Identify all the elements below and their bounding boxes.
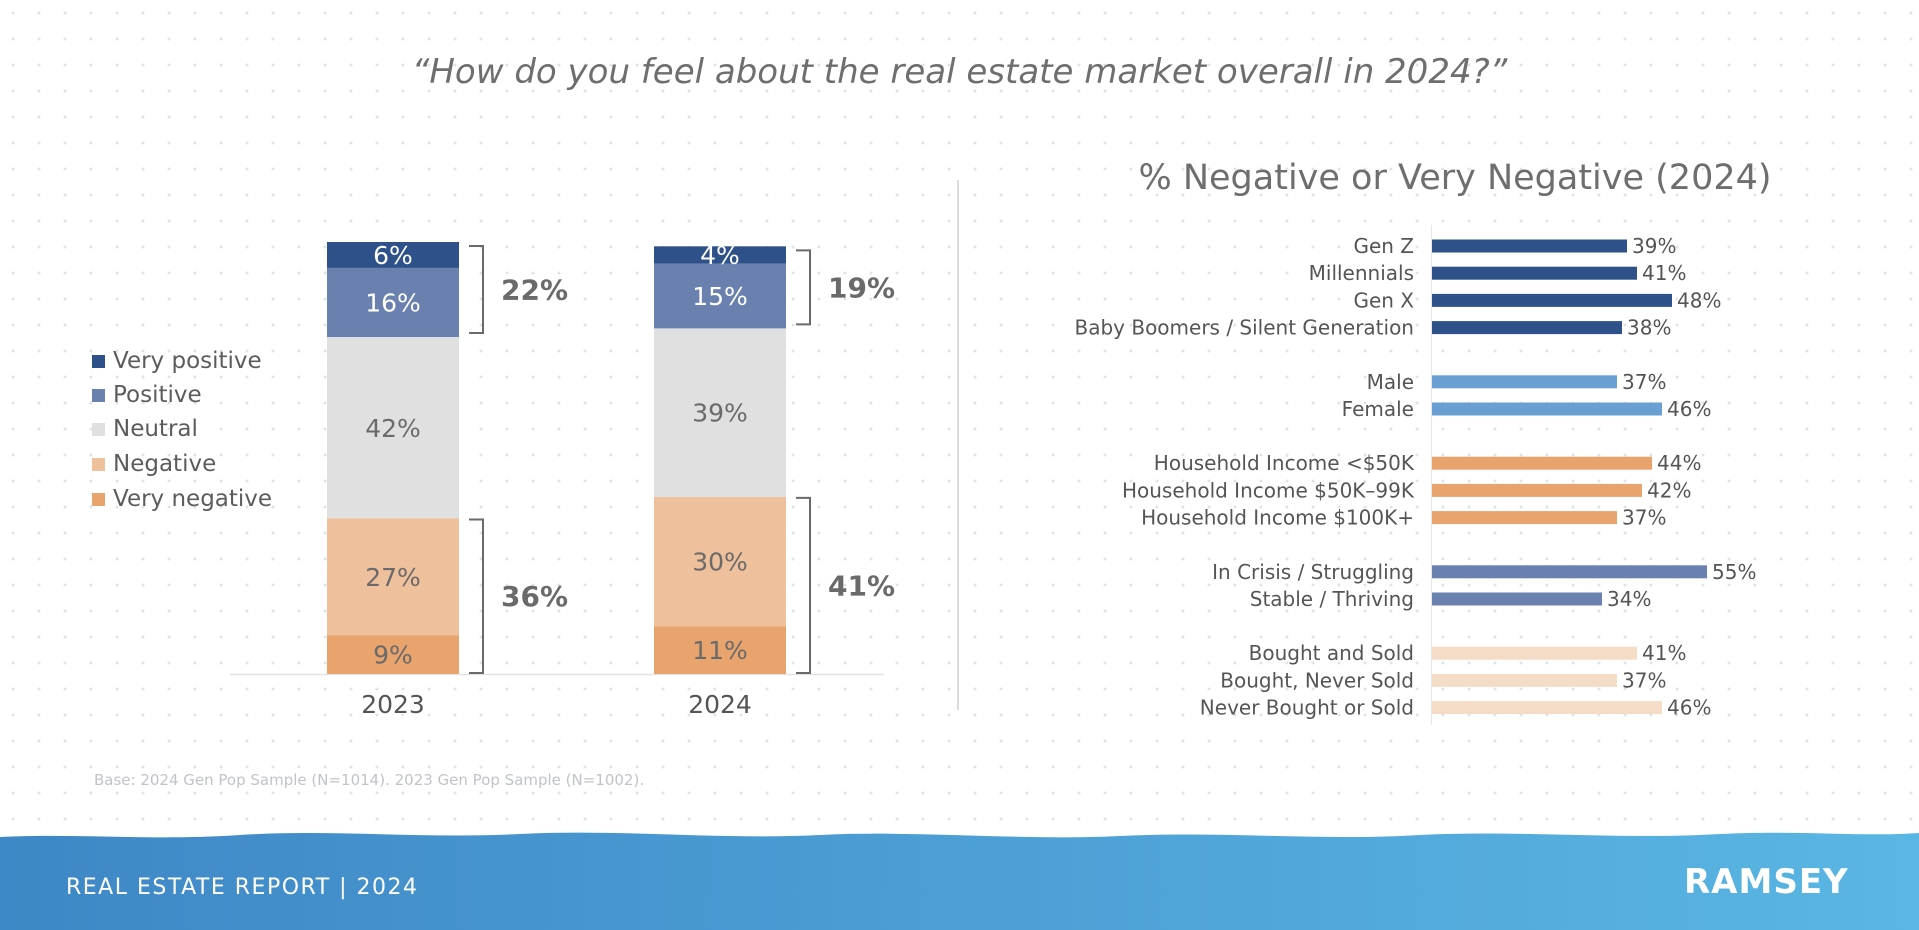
bar-household-income-100k bbox=[1432, 511, 1617, 525]
horizontal-bar-chart: Gen Z 39% Millennials 41% Gen X 48% Baby Boome… bbox=[1074, 225, 1756, 725]
positive-2024-bracket bbox=[796, 249, 811, 326]
category-label-stable-thriving: Stable / Thriving bbox=[1250, 587, 1414, 611]
bar-neutral-2024 bbox=[654, 328, 786, 497]
value-label-baby-boomers-silent-generation: 38% bbox=[1627, 316, 1671, 340]
bar-bought-and-sold bbox=[1432, 646, 1637, 660]
value-label-millennials: 41% bbox=[1642, 261, 1686, 285]
positive-2024-total: 19% bbox=[828, 271, 895, 304]
right-chart-title: % Negative or Very Negative (2024) bbox=[1138, 158, 1772, 198]
bar-female bbox=[1432, 402, 1662, 416]
legend-label-very-positive: Very positive bbox=[113, 348, 262, 374]
footer-wave-shape bbox=[0, 832, 1919, 930]
value-label-male: 37% bbox=[1622, 370, 1666, 394]
bar-gen-x bbox=[1432, 293, 1672, 307]
bar-very-negative-2024 bbox=[654, 626, 786, 674]
bar-label-negative-2024: 30% bbox=[692, 548, 748, 577]
legend-item-neutral: Neutral bbox=[92, 414, 198, 444]
year-label-2024: 2024 bbox=[688, 690, 752, 719]
value-label-bought-and-sold: 41% bbox=[1642, 641, 1686, 665]
legend-swatch-very-negative bbox=[92, 492, 105, 506]
legend-item-negative: Negative bbox=[92, 449, 216, 479]
bar-very-negative-2023 bbox=[327, 635, 459, 674]
negative-2024-total: 41% bbox=[828, 569, 895, 602]
legend-label-negative: Negative bbox=[113, 451, 217, 477]
footnote: Base: 2024 Gen Pop Sample (N=1014). 2023… bbox=[94, 771, 645, 789]
bar-label-negative-2023: 27% bbox=[365, 563, 421, 592]
negative-2023-bracket bbox=[469, 518, 484, 674]
bar-male bbox=[1432, 375, 1617, 389]
footer-band bbox=[0, 832, 1919, 930]
legend-swatch-neutral bbox=[92, 422, 105, 436]
legend-item-very-positive: Very positive bbox=[92, 346, 262, 376]
value-label-gen-x: 48% bbox=[1677, 288, 1721, 312]
bar-negative-2024 bbox=[654, 496, 786, 627]
legend-label-positive: Positive bbox=[113, 382, 202, 408]
category-label-in-crisis-struggling: In Crisis / Struggling bbox=[1212, 560, 1414, 584]
bar-baby-boomers-silent-generation bbox=[1432, 321, 1622, 335]
bar-household-income-50k bbox=[1432, 456, 1652, 470]
category-label-baby-boomers-silent-generation: Baby Boomers / Silent Generation bbox=[1074, 316, 1414, 340]
bar-very-positive-2024 bbox=[654, 246, 786, 264]
value-label-bought-never-sold: 37% bbox=[1622, 668, 1666, 692]
bar-negative-2023 bbox=[327, 518, 459, 636]
question-title: “How do you feel about the real estate m… bbox=[411, 52, 1508, 92]
value-label-household-income-50k: 44% bbox=[1657, 451, 1701, 475]
chart-divider bbox=[957, 180, 959, 710]
category-label-gen-z: Gen Z bbox=[1353, 234, 1414, 258]
bar-stable-thriving bbox=[1432, 592, 1602, 606]
value-label-household-income-50k-99k: 42% bbox=[1647, 478, 1691, 502]
bar-in-crisis-struggling bbox=[1432, 565, 1707, 579]
bar-label-positive-2023: 16% bbox=[365, 288, 421, 317]
category-label-female: Female bbox=[1342, 397, 1414, 421]
legend-item-very-negative: Very negative bbox=[92, 484, 272, 514]
negative-2024-bracket bbox=[796, 496, 811, 674]
category-label-household-income-50k: Household Income <$50K bbox=[1154, 451, 1415, 475]
bar-bought-never-sold bbox=[1432, 673, 1617, 687]
legend-swatch-positive bbox=[92, 388, 105, 402]
value-label-stable-thriving: 34% bbox=[1607, 587, 1651, 611]
negative-2023-total: 36% bbox=[501, 580, 568, 613]
bar-neutral-2023 bbox=[327, 337, 459, 519]
year-label-2023: 2023 bbox=[361, 690, 425, 719]
bar-label-very-negative-2024: 11% bbox=[692, 636, 748, 665]
value-label-household-income-100k: 37% bbox=[1622, 506, 1666, 530]
bar-label-very-positive-2023: 6% bbox=[373, 241, 413, 270]
bar-positive-2024 bbox=[654, 263, 786, 329]
value-label-gen-z: 39% bbox=[1632, 234, 1676, 258]
category-label-bought-and-sold: Bought and Sold bbox=[1249, 641, 1414, 665]
value-label-never-bought-or-sold: 46% bbox=[1667, 696, 1711, 720]
category-label-never-bought-or-sold: Never Bought or Sold bbox=[1200, 696, 1414, 720]
bar-label-very-positive-2024: 4% bbox=[700, 241, 740, 270]
category-label-millennials: Millennials bbox=[1309, 261, 1414, 285]
bar-label-neutral-2023: 42% bbox=[365, 414, 421, 443]
legend-label-very-negative: Very negative bbox=[113, 486, 273, 512]
legend-swatch-very-positive bbox=[92, 354, 105, 368]
bar-label-very-negative-2023: 9% bbox=[373, 641, 413, 670]
category-label-gen-x: Gen X bbox=[1353, 288, 1414, 312]
bar-millennials bbox=[1432, 266, 1637, 280]
category-label-household-income-100k: Household Income $100K+ bbox=[1141, 506, 1414, 530]
category-label-household-income-50k-99k: Household Income $50K–99K bbox=[1122, 478, 1415, 502]
bar-very-positive-2023 bbox=[327, 242, 459, 268]
positive-2023-bracket bbox=[469, 245, 484, 335]
bar-gen-z bbox=[1432, 239, 1627, 253]
bar-household-income-50k-99k bbox=[1432, 483, 1642, 497]
footer-report-title: REAL ESTATE REPORT | 2024 bbox=[66, 875, 419, 900]
brand-logo: RAMSEY bbox=[1684, 862, 1849, 902]
category-label-male: Male bbox=[1367, 370, 1414, 394]
bar-positive-2023 bbox=[327, 267, 459, 338]
value-label-in-crisis-struggling: 55% bbox=[1712, 560, 1756, 584]
legend-label-neutral: Neutral bbox=[113, 416, 198, 442]
legend-item-positive: Positive bbox=[92, 380, 202, 410]
stacked-bar-chart: 9% 27% 42% 16% 6% 2023 22% 36% 11% 30% 39% 15% 4% 202… bbox=[230, 241, 895, 719]
legend-swatch-negative bbox=[92, 457, 105, 471]
bar-label-positive-2024: 15% bbox=[692, 282, 748, 311]
category-label-bought-never-sold: Bought, Never Sold bbox=[1220, 668, 1414, 692]
positive-2023-total: 22% bbox=[501, 274, 568, 307]
bar-never-bought-or-sold bbox=[1432, 701, 1662, 715]
bar-label-neutral-2024: 39% bbox=[692, 399, 748, 428]
value-label-female: 46% bbox=[1667, 397, 1711, 421]
